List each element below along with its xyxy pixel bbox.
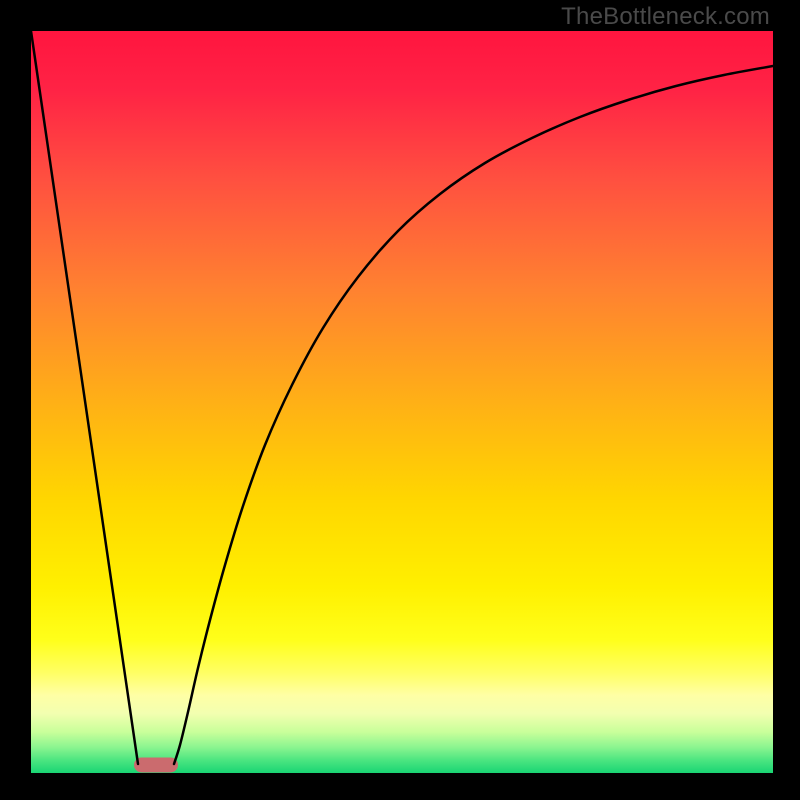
chart-container: TheBottleneck.com xyxy=(0,0,800,800)
curves-layer xyxy=(31,31,773,773)
left-line xyxy=(31,31,138,764)
watermark-text: TheBottleneck.com xyxy=(561,3,770,31)
right-curve xyxy=(174,66,773,764)
optimal-marker xyxy=(134,758,178,773)
plot-area xyxy=(31,31,773,773)
